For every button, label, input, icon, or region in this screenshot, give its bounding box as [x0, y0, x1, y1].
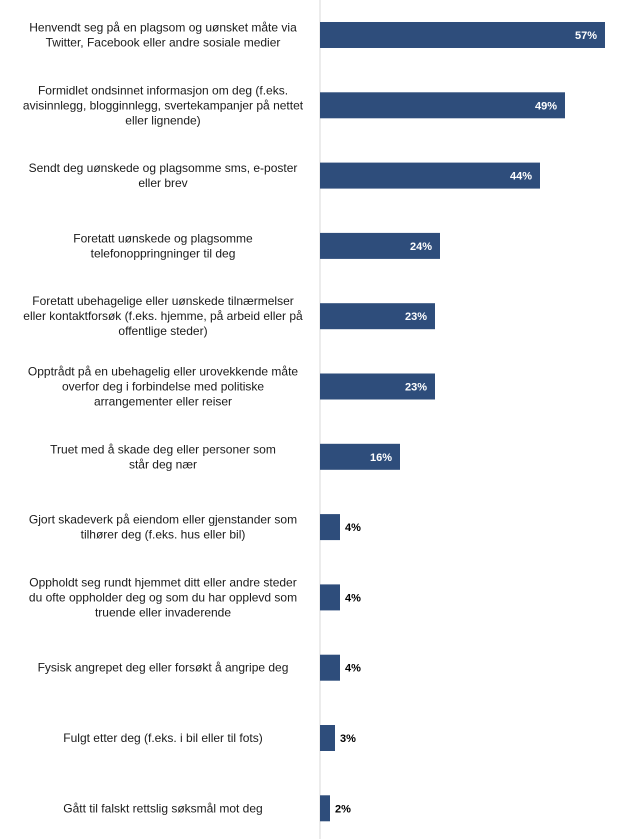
bar: [320, 303, 435, 330]
value-label: 4%: [345, 522, 361, 534]
category-label: Gjort skadeverk på eiendom eller gjensta…: [29, 513, 297, 542]
bar: [320, 162, 540, 189]
category-label: Fulgt etter deg (f.eks. i bil eller til …: [63, 731, 262, 745]
value-label: 23%: [405, 382, 427, 394]
category-label: Opptrådt på en ubehagelig eller urovekke…: [28, 365, 299, 409]
value-labels-group: 57% 49% 44% 24% 23% 23% 16% 4% 4% 4% 3% 2%: [335, 30, 597, 815]
bar: [320, 654, 340, 681]
category-labels-group: Henvendt seg på en plagsom og uønsket må…: [23, 21, 304, 816]
category-label: Fysisk angrepet deg eller forsøkt å angr…: [38, 661, 289, 675]
bar: [320, 443, 400, 470]
bar: [320, 232, 440, 259]
bar: [320, 584, 340, 611]
bar: [320, 92, 565, 119]
value-label: 3%: [340, 733, 356, 745]
value-label: 57%: [575, 30, 597, 42]
category-label: Oppholdt seg rundt hjemmet ditt eller an…: [29, 575, 297, 619]
category-label: Foretatt ubehagelige eller uønskede tiln…: [23, 294, 303, 338]
category-label: Sendt deg uønskede og plagsomme sms, e-p…: [29, 161, 298, 190]
value-label: 24%: [410, 241, 432, 253]
value-label: 4%: [345, 592, 361, 604]
category-label: Gått til falskt rettslig søksmål mot deg: [63, 801, 262, 815]
bar: [320, 373, 435, 400]
category-label: Henvendt seg på en plagsom og uønsket må…: [29, 21, 297, 50]
bar: [320, 725, 335, 751]
bar: [320, 22, 605, 48]
category-label: Formidlet ondsinnet informasjon om deg (…: [23, 83, 304, 127]
bar: [320, 514, 340, 541]
value-label: 16%: [370, 452, 392, 464]
category-label: Truet med å skade deg eller personer som…: [50, 442, 276, 471]
value-label: 23%: [405, 311, 427, 323]
value-label: 4%: [345, 663, 361, 675]
value-label: 49%: [535, 100, 557, 112]
category-label: Foretatt uønskede og plagsomme telefonopp…: [73, 231, 253, 260]
bar: [320, 795, 330, 822]
value-label: 2%: [335, 803, 351, 815]
value-label: 44%: [510, 171, 532, 183]
bars-group: [320, 22, 605, 822]
